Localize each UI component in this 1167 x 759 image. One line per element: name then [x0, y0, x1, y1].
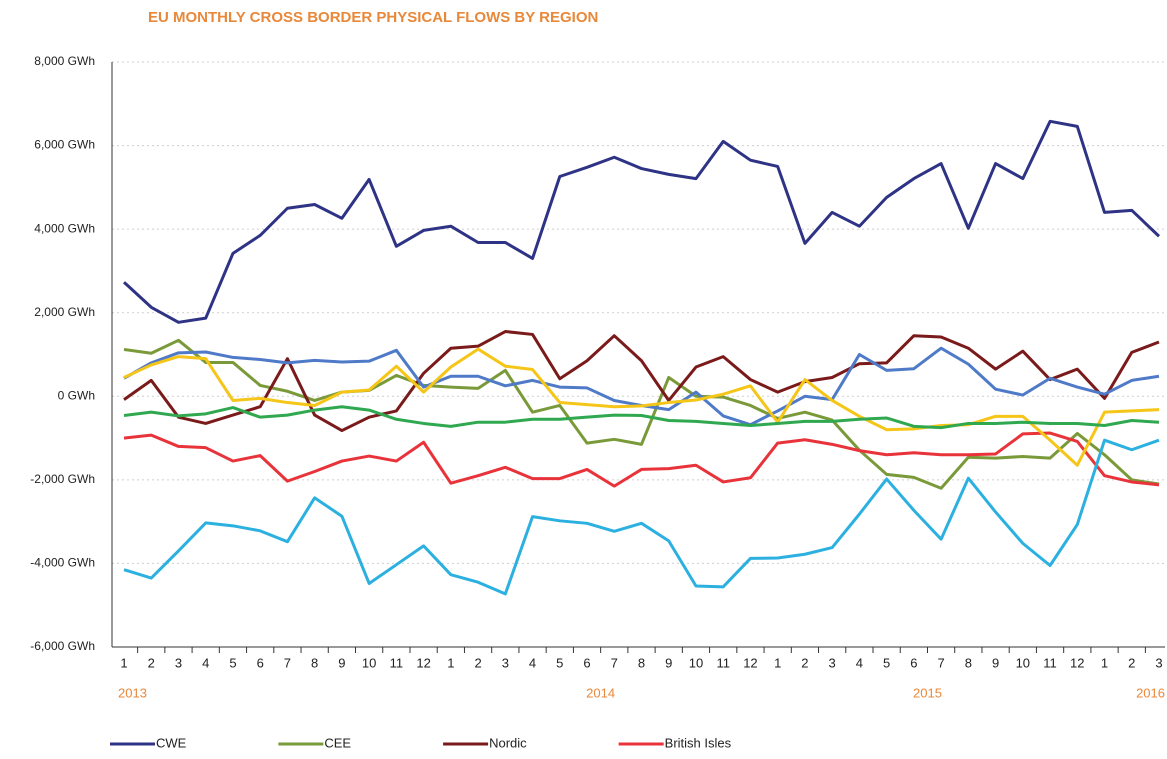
- x-tick-label: 1: [447, 655, 454, 670]
- year-label: 2016: [1136, 685, 1165, 700]
- x-tick-label: 6: [257, 655, 264, 670]
- x-tick-label: 9: [992, 655, 999, 670]
- x-tick-label: 5: [229, 655, 236, 670]
- x-tick-label: 6: [583, 655, 590, 670]
- y-tick-label: 0 GWh: [58, 388, 95, 402]
- x-tick-label: 10: [689, 655, 703, 670]
- x-tick-label: 8: [638, 655, 645, 670]
- series-line: [123, 405, 1160, 430]
- x-tick-label: 10: [362, 655, 376, 670]
- series-line: [123, 438, 1160, 596]
- x-tick-label: 3: [502, 655, 509, 670]
- x-tick-label: 2: [148, 655, 155, 670]
- x-tick-label: 4: [529, 655, 536, 670]
- y-tick-label: -2,000 GWh: [30, 472, 95, 486]
- x-tick-label: 3: [1155, 655, 1162, 670]
- y-tick-label: -4,000 GWh: [30, 556, 95, 570]
- x-tick-label: 12: [743, 655, 757, 670]
- x-tick-label: 12: [1070, 655, 1084, 670]
- x-tick-label: 11: [390, 655, 404, 670]
- x-tick-label: 6: [910, 655, 917, 670]
- x-tick-label: 3: [175, 655, 182, 670]
- x-tick-label: 5: [556, 655, 563, 670]
- x-tick-label: 3: [829, 655, 836, 670]
- x-tick-label: 1: [1101, 655, 1108, 670]
- x-tick-label: 2: [801, 655, 808, 670]
- y-tick-label: 8,000 GWh: [34, 54, 95, 68]
- series-line: [123, 338, 1160, 490]
- x-tick-label: 11: [716, 655, 730, 670]
- y-tick-label: -6,000 GWh: [30, 639, 95, 653]
- x-tick-label: 1: [774, 655, 781, 670]
- x-tick-label: 7: [611, 655, 618, 670]
- x-tick-label: 4: [856, 655, 863, 670]
- x-tick-label: 2: [474, 655, 481, 670]
- x-tick-label: 8: [311, 655, 318, 670]
- x-tick-label: 9: [338, 655, 345, 670]
- year-label: 2015: [913, 685, 942, 700]
- year-label: 2014: [586, 685, 615, 700]
- x-tick-label: 7: [284, 655, 291, 670]
- y-tick-label: 6,000 GWh: [34, 138, 95, 152]
- y-tick-label: 2,000 GWh: [34, 305, 95, 319]
- x-tick-label: 2: [1128, 655, 1135, 670]
- legend-label: CEE: [324, 735, 351, 750]
- legend-label: CWE: [156, 735, 187, 750]
- chart-title: EU MONTHLY CROSS BORDER PHYSICAL FLOWS B…: [148, 9, 598, 26]
- x-tick-label: 11: [1043, 655, 1057, 670]
- x-tick-label: 9: [665, 655, 672, 670]
- x-tick-label: 10: [1016, 655, 1030, 670]
- series-line: [123, 431, 1160, 488]
- x-tick-label: 7: [937, 655, 944, 670]
- series-line: [123, 330, 1160, 433]
- year-label: 2013: [118, 685, 147, 700]
- x-tick-label: 5: [883, 655, 890, 670]
- x-tick-label: 4: [202, 655, 209, 670]
- series-line: [123, 347, 1160, 467]
- series-line: [122, 119, 1161, 324]
- y-tick-label: 4,000 GWh: [34, 221, 95, 235]
- legend-label: British Isles: [665, 735, 732, 750]
- x-tick-label: 12: [416, 655, 430, 670]
- legend-label: Nordic: [489, 735, 527, 750]
- x-tick-label: 8: [965, 655, 972, 670]
- x-tick-label: 1: [120, 655, 127, 670]
